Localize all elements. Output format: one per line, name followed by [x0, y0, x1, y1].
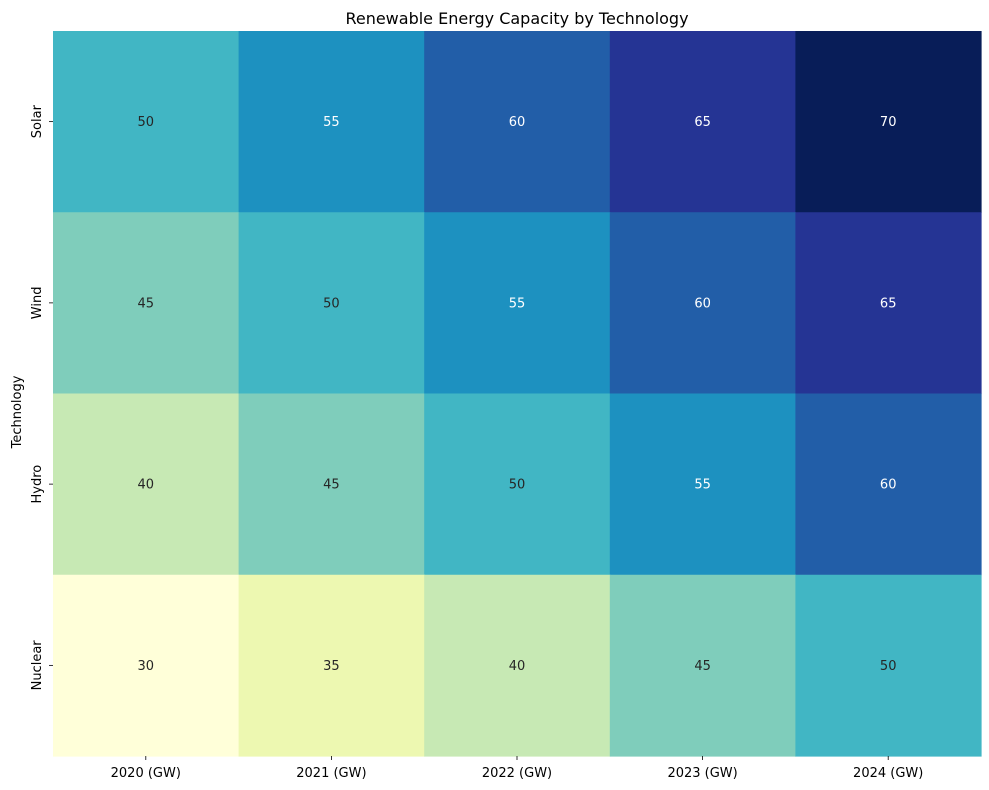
cell-value-label: 60	[880, 478, 897, 493]
cell-value-label: 45	[323, 478, 340, 493]
x-axis-ticks: 2020 (GW) 2021 (GW) 2022 (GW) 2023 (GW) 2024…	[111, 756, 924, 781]
x-tick-label: 2020 (GW)	[111, 766, 181, 781]
cell-value-label: 60	[509, 115, 526, 130]
chart-title: Renewable Energy Capacity by Technology	[345, 9, 688, 28]
cell-value-label: 55	[323, 115, 340, 130]
cell-value-label: 55	[694, 478, 711, 493]
x-tick-label: 2021 (GW)	[296, 766, 366, 781]
cell-value-label: 65	[694, 115, 711, 130]
y-axis-label: Technology	[10, 375, 25, 449]
cell-value-label: 50	[138, 115, 155, 130]
cell-value-label: 60	[694, 296, 711, 311]
heatmap-cells	[53, 31, 982, 757]
cell-value-label: 45	[694, 659, 711, 674]
cell-value-label: 50	[880, 659, 897, 674]
cell-value-label: 40	[509, 659, 526, 674]
cell-value-label: 40	[138, 478, 155, 493]
cell-value-label: 65	[880, 296, 897, 311]
x-tick-label: 2024 (GW)	[853, 766, 923, 781]
x-tick-label: 2023 (GW)	[667, 766, 737, 781]
y-axis-ticks: Solar Wind Hydro Nuclear	[30, 104, 53, 690]
cell-value-label: 50	[323, 296, 340, 311]
x-tick-label: 2022 (GW)	[482, 766, 552, 781]
cell-value-label: 70	[880, 115, 897, 130]
cell-value-label: 55	[509, 296, 526, 311]
cell-value-label: 50	[509, 478, 526, 493]
y-tick-label: Solar	[30, 104, 45, 138]
y-tick-label: Hydro	[30, 465, 45, 504]
y-tick-label: Nuclear	[30, 640, 45, 691]
cell-value-label: 35	[323, 659, 340, 674]
cell-value-label: 45	[138, 296, 155, 311]
cell-value-label: 30	[138, 659, 155, 674]
y-tick-label: Wind	[30, 287, 45, 320]
